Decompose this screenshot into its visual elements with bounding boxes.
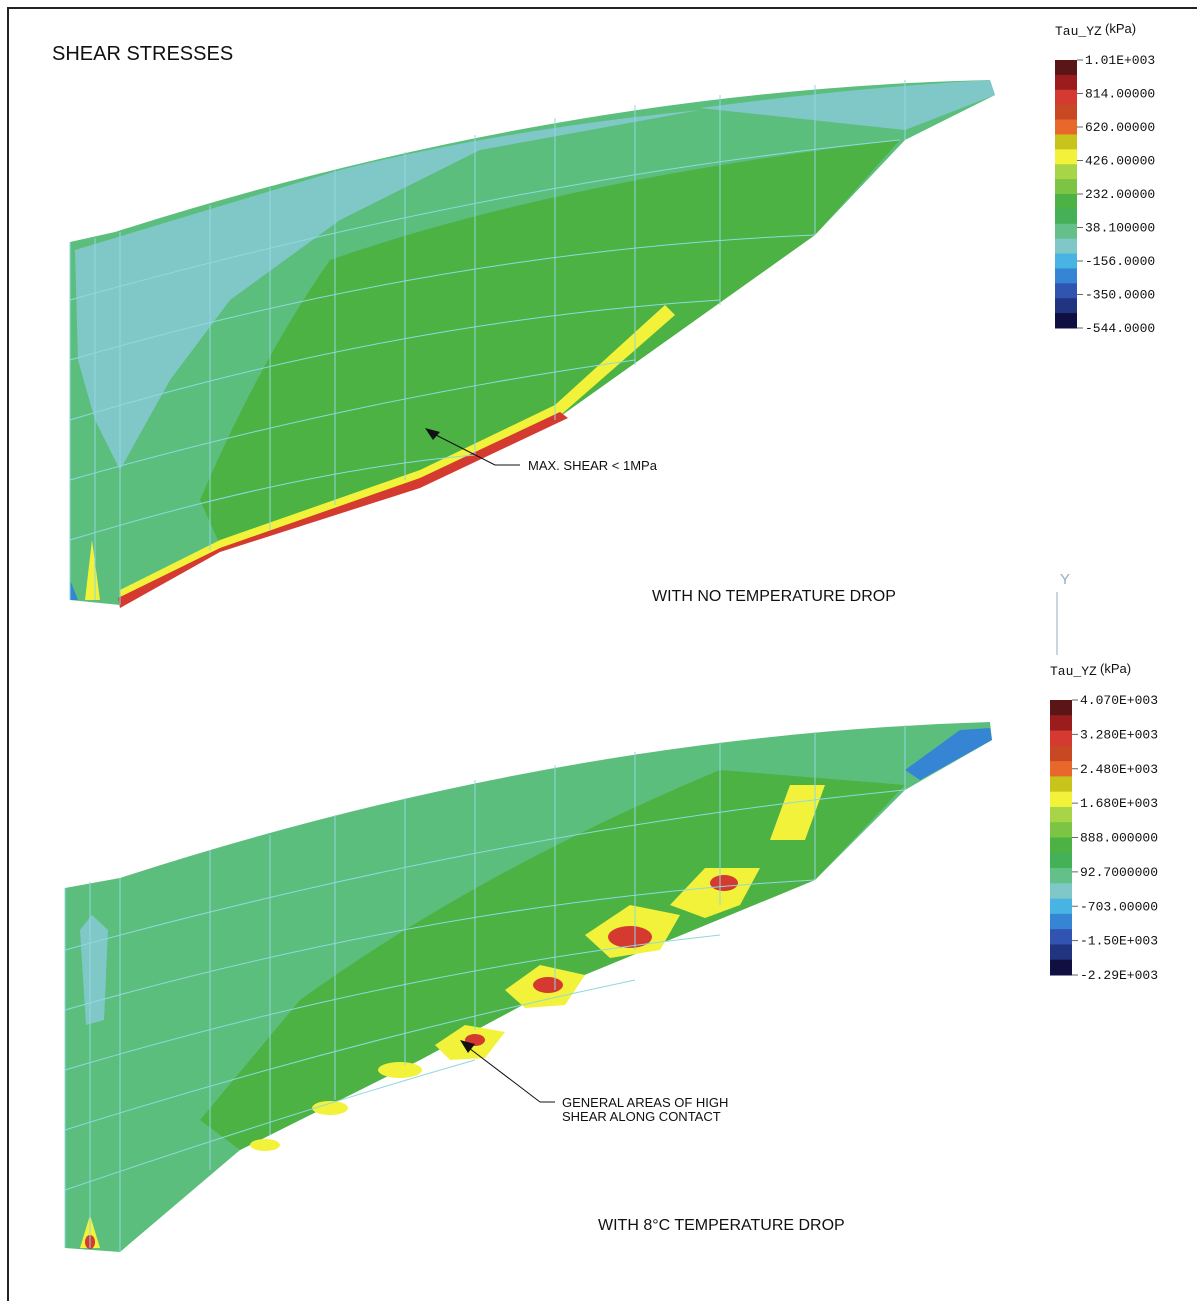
legend-variable: Tau_YZ (1055, 24, 1102, 39)
title: SHEAR STRESSES (52, 43, 233, 65)
legend-swatch (1055, 268, 1077, 284)
arrow-head (460, 1040, 475, 1053)
legend-swatch (1050, 883, 1072, 900)
legend-unit: (kPa) (1105, 21, 1136, 36)
legend-label: -1.50E+003 (1080, 934, 1158, 949)
leader-line (429, 431, 496, 466)
legend-label: 4.070E+003 (1080, 693, 1158, 708)
legend-label: 2.480E+003 (1080, 762, 1158, 777)
legend-swatch (1050, 791, 1072, 808)
legend-label: -544.0000 (1085, 321, 1155, 336)
legend-swatch (1055, 89, 1077, 106)
caption: WITH NO TEMPERATURE DROP (652, 588, 896, 605)
legend-swatch (1050, 730, 1072, 747)
legend-swatch (1050, 868, 1072, 884)
axis-label: Y (1060, 571, 1070, 588)
legend-swatch (1050, 837, 1072, 854)
legend-label: -350.0000 (1085, 288, 1155, 303)
leader-line (464, 1044, 541, 1103)
legend-swatch (1055, 208, 1077, 225)
legend-swatch (1050, 898, 1072, 915)
annotation: MAX. SHEAR < 1MPa (528, 458, 658, 473)
arrow-head (425, 428, 440, 440)
legend-label: 1.680E+003 (1080, 796, 1158, 811)
model-top (69, 80, 995, 608)
legend-swatch (1055, 253, 1077, 269)
legend-swatch (1050, 715, 1072, 732)
legend-swatch (1055, 194, 1077, 210)
legend-swatch (1050, 944, 1072, 961)
legend-label: 620.00000 (1085, 120, 1155, 135)
legend-swatch (1055, 298, 1077, 314)
legend-label: -2.29E+003 (1080, 968, 1158, 983)
legend-swatch (1055, 238, 1077, 255)
legend-swatch (1055, 60, 1077, 76)
annotation: GENERAL AREAS OF HIGH (562, 1095, 728, 1110)
legend-swatch (1055, 283, 1077, 299)
frame (7, 7, 1197, 1301)
legend-swatch (1055, 134, 1077, 150)
legend-label: 426.00000 (1085, 154, 1155, 169)
legend-swatch (1050, 745, 1072, 762)
legend-label: 3.280E+003 (1080, 727, 1158, 742)
legend-label: -156.0000 (1085, 254, 1155, 269)
legend-swatch (1055, 313, 1077, 329)
legend-swatch (1050, 913, 1072, 930)
legend-label: 814.00000 (1085, 87, 1155, 102)
legend-swatch (1055, 179, 1077, 195)
legend-label: 232.00000 (1085, 187, 1155, 202)
legend-label: -703.00000 (1080, 899, 1158, 914)
legend-label: 38.100000 (1085, 221, 1155, 236)
legend-label: 1.01E+003 (1085, 53, 1155, 68)
caption: WITH 8°C TEMPERATURE DROP (598, 1217, 845, 1234)
legend-swatch (1055, 223, 1077, 240)
model-bottom (64, 722, 992, 1252)
legend-label: 92.7000000 (1080, 865, 1158, 880)
annotation: SHEAR ALONG CONTACT (562, 1109, 721, 1124)
legend-label: 888.000000 (1080, 831, 1158, 846)
legend-swatch (1050, 822, 1072, 838)
legend-swatch (1050, 929, 1072, 945)
legend-swatch (1050, 761, 1072, 777)
legend-swatch (1050, 852, 1072, 869)
legend-swatch (1050, 700, 1072, 716)
legend-swatch (1050, 776, 1072, 793)
legend-unit: (kPa) (1100, 661, 1131, 676)
legend-swatch (1050, 806, 1072, 823)
legend-swatch (1055, 74, 1077, 91)
legend-swatch (1055, 164, 1077, 180)
legend-swatch (1055, 119, 1077, 135)
legend-swatch (1055, 149, 1077, 165)
legend-variable: Tau_YZ (1050, 664, 1097, 679)
legend-swatch (1055, 104, 1077, 121)
legend-swatch (1050, 959, 1072, 976)
